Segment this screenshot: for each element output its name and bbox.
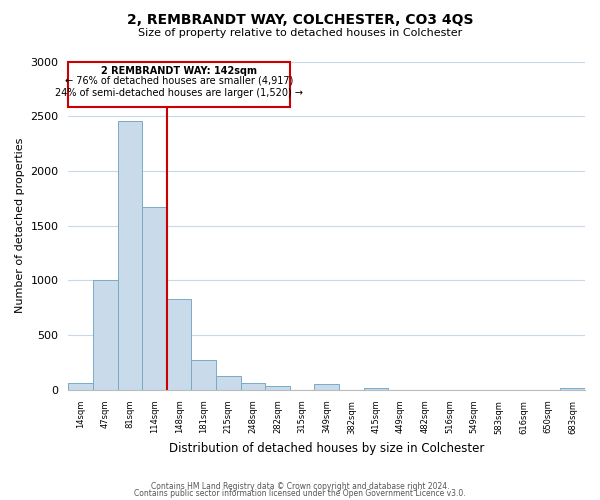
Text: ← 76% of detached houses are smaller (4,917): ← 76% of detached houses are smaller (4,… xyxy=(65,76,293,86)
Bar xyxy=(142,207,167,390)
Text: Contains public sector information licensed under the Open Government Licence v3: Contains public sector information licen… xyxy=(134,490,466,498)
Bar xyxy=(265,386,290,390)
Bar xyxy=(167,299,191,390)
Text: 2, REMBRANDT WAY, COLCHESTER, CO3 4QS: 2, REMBRANDT WAY, COLCHESTER, CO3 4QS xyxy=(127,12,473,26)
Bar xyxy=(68,384,93,390)
Bar xyxy=(364,388,388,390)
Text: Contains HM Land Registry data © Crown copyright and database right 2024.: Contains HM Land Registry data © Crown c… xyxy=(151,482,449,491)
Bar xyxy=(241,384,265,390)
Y-axis label: Number of detached properties: Number of detached properties xyxy=(15,138,25,314)
Bar xyxy=(191,360,216,390)
Text: 24% of semi-detached houses are larger (1,520) →: 24% of semi-detached houses are larger (… xyxy=(55,88,303,98)
FancyBboxPatch shape xyxy=(68,62,290,108)
X-axis label: Distribution of detached houses by size in Colchester: Distribution of detached houses by size … xyxy=(169,442,484,455)
Text: Size of property relative to detached houses in Colchester: Size of property relative to detached ho… xyxy=(138,28,462,38)
Bar xyxy=(118,120,142,390)
Bar xyxy=(560,388,585,390)
Bar xyxy=(314,384,339,390)
Text: 2 REMBRANDT WAY: 142sqm: 2 REMBRANDT WAY: 142sqm xyxy=(101,66,257,76)
Bar xyxy=(216,376,241,390)
Bar xyxy=(93,280,118,390)
